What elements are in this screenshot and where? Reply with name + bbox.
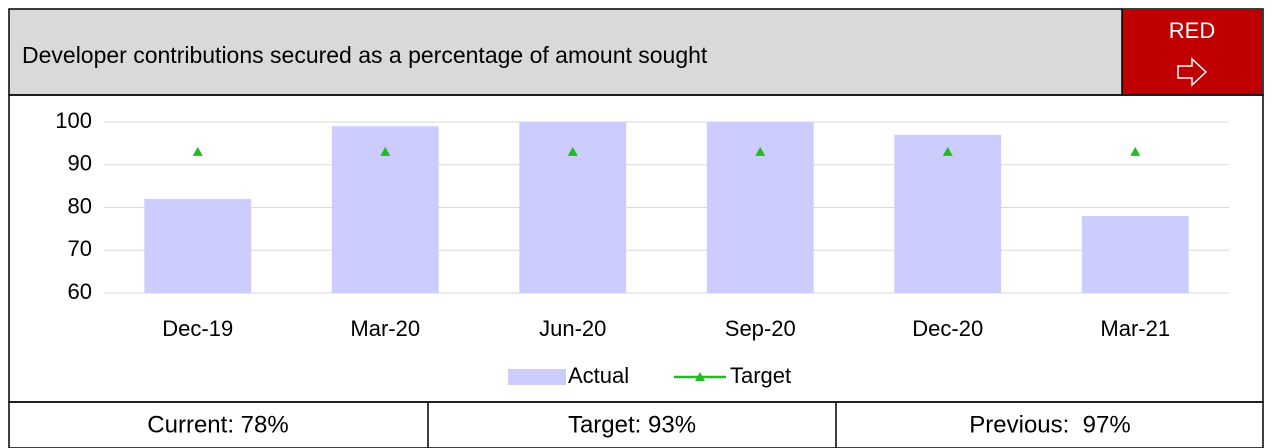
y-tick-label: 60 [68, 279, 92, 304]
status-arrow [1177, 57, 1208, 87]
x-tick-label: Mar-20 [350, 316, 420, 341]
footer-frame [8, 401, 1264, 448]
legend-marker [695, 372, 705, 381]
target-marker [755, 146, 766, 156]
y-tick-label: 100 [55, 108, 92, 133]
header-bar [8, 8, 1264, 96]
bar [144, 198, 252, 293]
bar [1081, 216, 1189, 293]
status-label: RED [1169, 18, 1215, 43]
target-marker [380, 146, 391, 156]
plot: 60 70 80 90 100 Dec-19 Mar-20 Jun-20 Sep-20 Dec-2… [55, 108, 1229, 388]
x-tick-label: Sep-20 [725, 316, 796, 341]
y-tick-label: 80 [68, 193, 92, 218]
bar [894, 134, 1002, 293]
x-tick-label: Dec-20 [912, 316, 983, 341]
footer-previous: Previous: 97% [969, 411, 1130, 438]
x-tick-label: Jun-20 [539, 316, 606, 341]
target-marker [567, 146, 578, 156]
x-tick-label: Dec-19 [162, 316, 233, 341]
target-marker [1130, 146, 1141, 156]
footer-target: Target: 93% [568, 411, 696, 438]
footer-current: Current: 78% [147, 411, 288, 438]
legend-label: Actual [568, 363, 629, 388]
legend-swatch [508, 369, 566, 385]
x-tick-label: Mar-21 [1100, 316, 1170, 341]
target-marker [942, 146, 953, 156]
legend-label: Target [730, 363, 791, 388]
y-tick-label: 90 [68, 151, 92, 176]
target-marker [192, 146, 203, 156]
y-tick-label: 70 [68, 236, 92, 261]
header-title: Developer contributions secured as a per… [22, 42, 708, 68]
